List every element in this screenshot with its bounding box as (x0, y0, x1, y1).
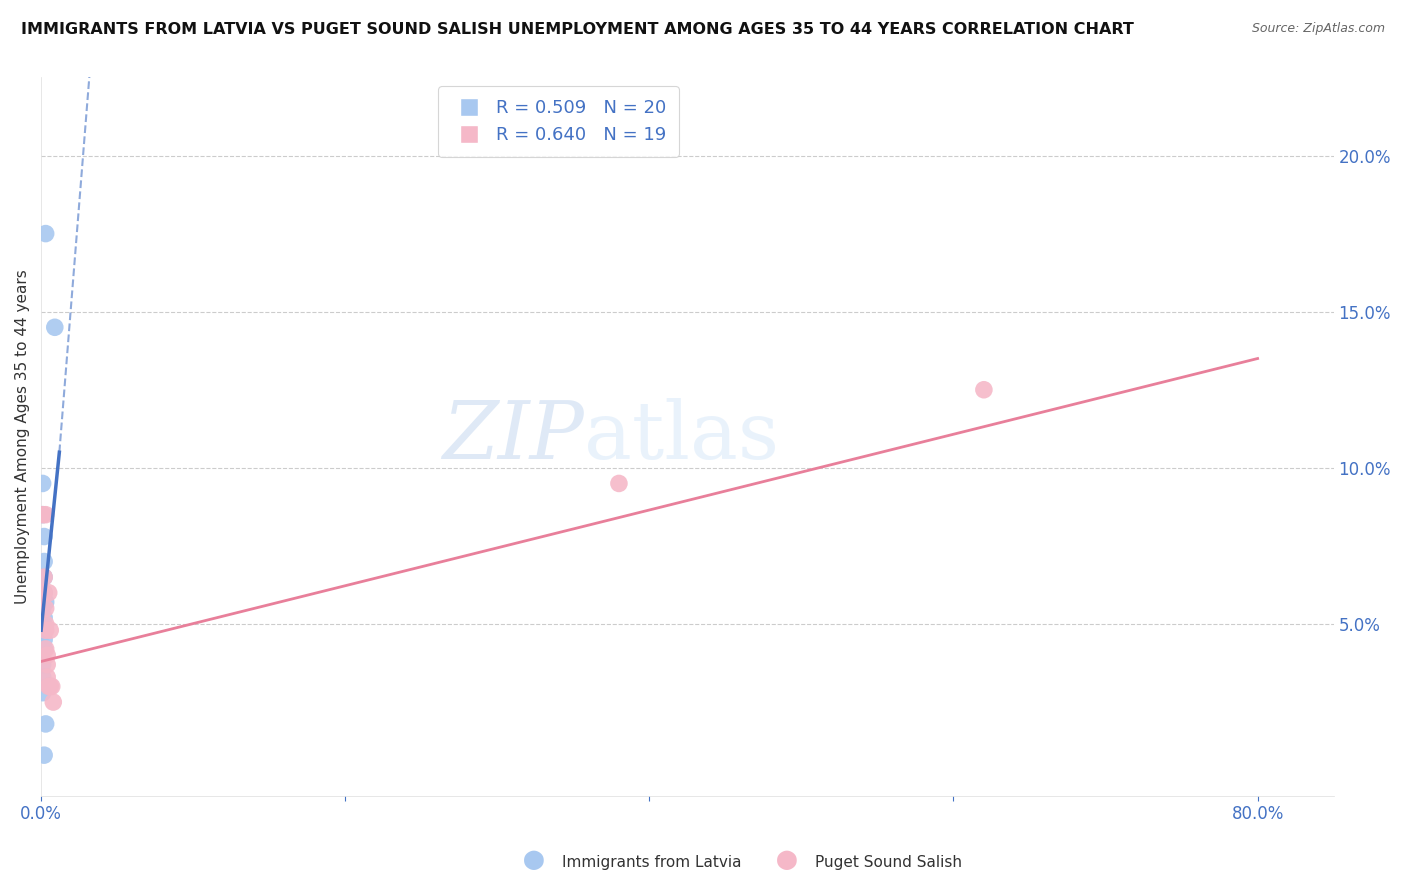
Point (38, 680, 60, 694)
Point (32, 570, 55, 584)
Point (973, 383, 995, 397)
Point (31, 476, 53, 491)
Point (38, 586, 60, 600)
Point (31, 670, 53, 684)
Point (39, 624, 62, 638)
Y-axis label: Unemployment Among Ages 35 to 44 years: Unemployment Among Ages 35 to 44 years (15, 269, 30, 604)
Point (32, 748, 55, 763)
Text: ⬤: ⬤ (523, 850, 546, 870)
Point (32, 530, 55, 544)
Point (34, 227, 56, 241)
Point (31, 657, 53, 672)
Legend: R = 0.509   N = 20, R = 0.640   N = 19: R = 0.509 N = 20, R = 0.640 N = 19 (437, 87, 679, 157)
Text: Puget Sound Salish: Puget Sound Salish (815, 855, 963, 870)
Point (37, 648, 59, 663)
Point (34, 595, 56, 609)
Text: Source: ZipAtlas.com: Source: ZipAtlas.com (1251, 22, 1385, 36)
Point (32, 632, 55, 647)
Text: ⬤: ⬤ (776, 850, 799, 870)
Text: IMMIGRANTS FROM LATVIA VS PUGET SOUND SALISH UNEMPLOYMENT AMONG AGES 35 TO 44 YE: IMMIGRANTS FROM LATVIA VS PUGET SOUND SA… (21, 22, 1135, 37)
Point (37, 670, 59, 684)
Point (34, 717, 56, 731)
Point (34, 601, 56, 615)
Text: Immigrants from Latvia: Immigrants from Latvia (562, 855, 742, 870)
Text: ZIP: ZIP (443, 398, 583, 475)
Point (31, 601, 53, 615)
Point (32, 555, 55, 569)
Point (44, 320, 66, 334)
Point (31, 626, 53, 640)
Text: atlas: atlas (583, 398, 779, 475)
Point (32, 642, 55, 657)
Point (42, 695, 65, 709)
Point (32, 586, 55, 600)
Point (32, 570, 55, 584)
Point (34, 508, 56, 522)
Point (31, 508, 53, 522)
Point (41, 680, 63, 694)
Point (32, 611, 55, 625)
Point (607, 476, 630, 491)
Point (32, 586, 55, 600)
Point (34, 642, 56, 657)
Point (39, 680, 62, 694)
Point (37, 657, 59, 672)
Point (31, 686, 53, 700)
Point (31, 617, 53, 632)
Point (34, 624, 56, 638)
Point (31, 508, 53, 522)
Point (34, 617, 56, 632)
